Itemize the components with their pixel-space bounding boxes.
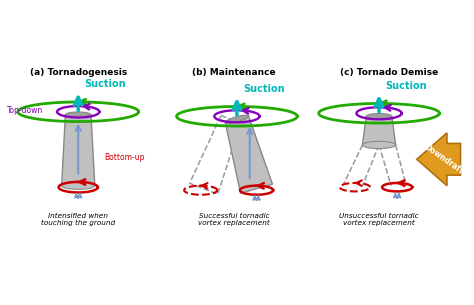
Title: (c) Tornado Demise: (c) Tornado Demise — [340, 68, 439, 77]
Polygon shape — [363, 116, 396, 145]
Title: (a) Tornadogenesis: (a) Tornadogenesis — [29, 68, 127, 77]
Title: (b) Maintenance: (b) Maintenance — [192, 68, 276, 77]
Text: Suction: Suction — [243, 84, 284, 94]
Text: Bottom-up: Bottom-up — [104, 152, 145, 162]
Polygon shape — [225, 116, 273, 193]
Ellipse shape — [225, 115, 248, 124]
Text: Suction: Suction — [84, 79, 126, 89]
Text: Unsuccessful tornadic
vortex replacement: Unsuccessful tornadic vortex replacement — [339, 213, 419, 226]
Text: Successful tornadic
vortex replacement: Successful tornadic vortex replacement — [198, 213, 270, 226]
Text: Intensified when
touching the ground: Intensified when touching the ground — [41, 213, 115, 226]
Polygon shape — [62, 115, 95, 186]
Ellipse shape — [62, 182, 95, 189]
Ellipse shape — [366, 113, 392, 119]
Ellipse shape — [363, 141, 396, 149]
Text: Suction: Suction — [385, 81, 427, 91]
Ellipse shape — [65, 112, 91, 118]
Polygon shape — [417, 133, 461, 186]
Text: Downdraft: Downdraft — [423, 142, 465, 176]
Text: Top-down: Top-down — [7, 106, 44, 115]
